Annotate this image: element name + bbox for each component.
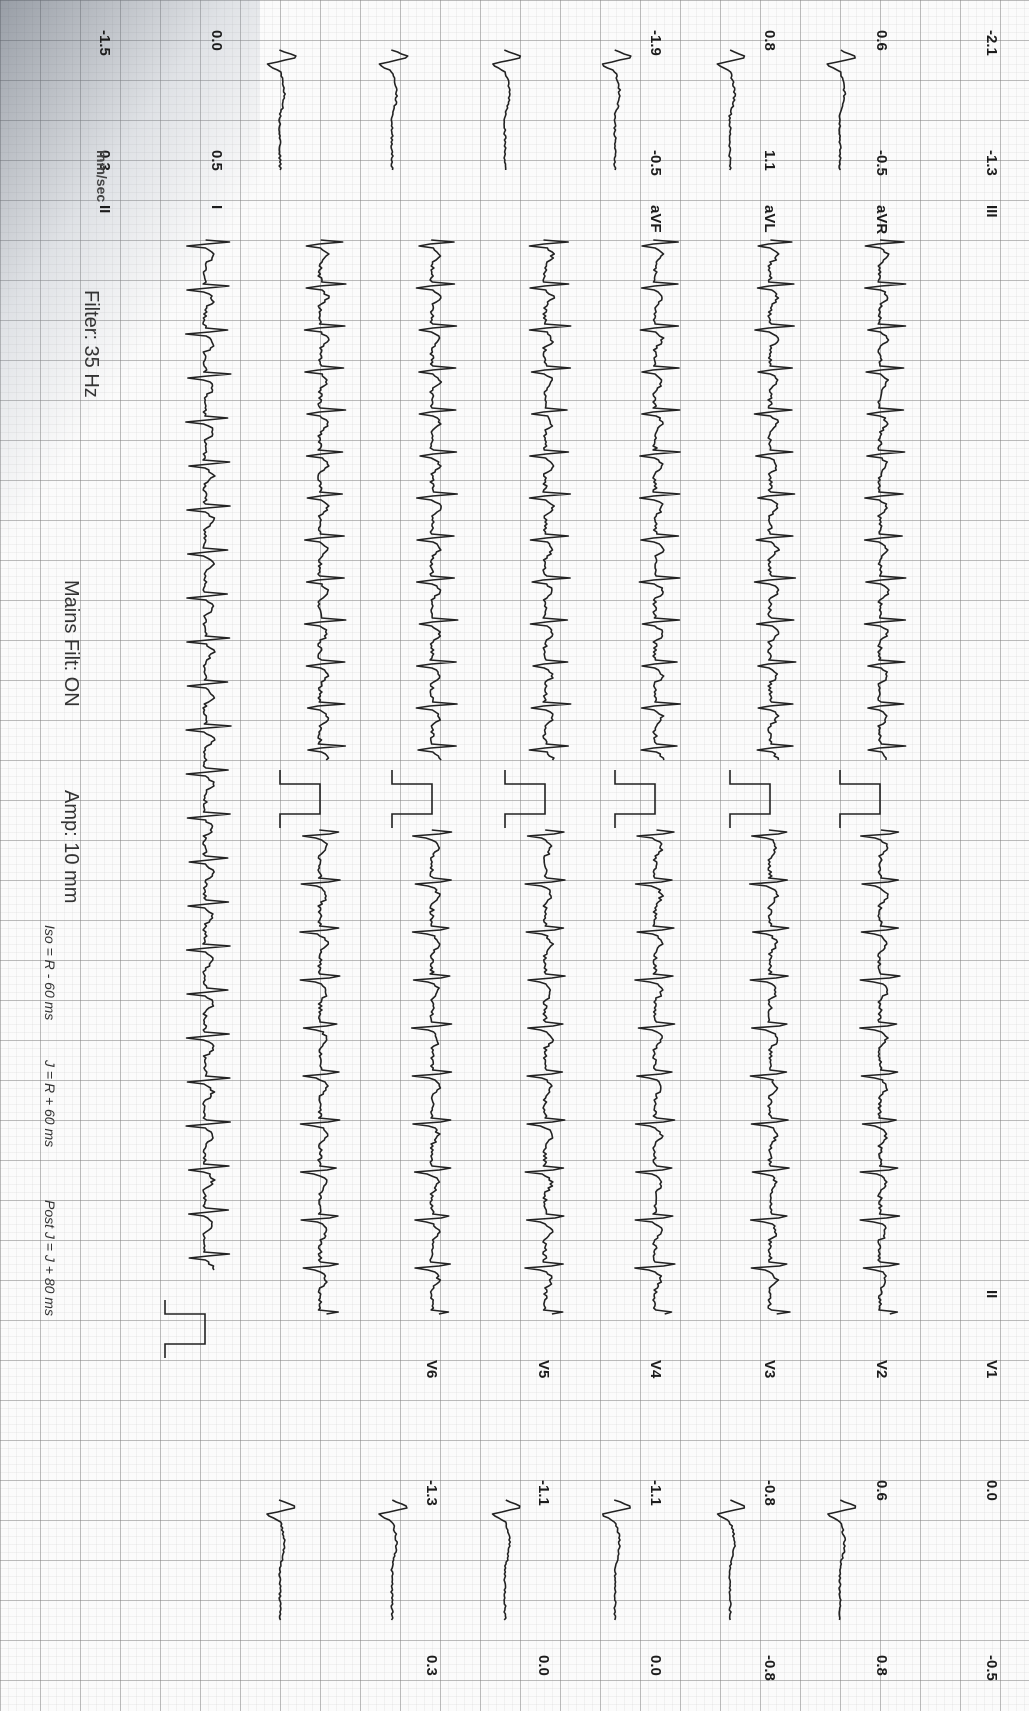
median-III [601,49,632,171]
calibration-II [729,770,771,828]
trace-II [753,239,797,761]
median-II [716,49,746,171]
lead-V4-label: V4 [647,1360,664,1379]
lead-aVL-label: aVL [761,205,778,233]
calibration-aVL [391,770,433,828]
lead-III-val-a: -2.1 [983,30,1000,56]
lead-aVL-val-a: 0.8 [761,30,778,51]
amplitude-text: Amp: 10 mm [60,790,82,904]
post-j-text: Post J = J + 80 ms [42,1200,58,1316]
median-V3 [602,1499,631,1621]
trace-aVL [415,239,459,761]
lead-aVR-val-b: -0.5 [873,150,890,176]
lead-aVF-label: aVF [647,205,664,233]
trace-V3 [634,829,676,1315]
trace-V6 [299,829,341,1315]
median-aVL [378,49,409,171]
lead-V5-val-a: -1.1 [535,1480,552,1506]
lead-III-label: III [983,205,1000,218]
lead-II-val-a: -1.5 [96,30,113,56]
median-aVR [492,49,522,170]
lead-V5-val-b: 0.0 [535,1655,552,1676]
calibration-rhythm [164,1300,206,1358]
lead-V4-val-b: 0.0 [647,1655,664,1676]
lead-V5-label: V5 [535,1360,552,1379]
lead-V6-label: V6 [423,1360,440,1379]
median-V4 [491,1499,521,1621]
lead-V2-val-b: 0.8 [873,1655,890,1676]
lead-I-val-b: 0.5 [208,150,225,171]
lead-V1-val-a: 0.0 [983,1480,1000,1501]
j-point-text: J = R + 60 ms [42,1060,58,1148]
trace-III [638,239,682,761]
lead-V1-label: V1 [983,1360,1000,1379]
lead-V2-label: V2 [873,1360,890,1379]
calibration-III [614,770,656,828]
lead-III-val-b: -1.3 [983,150,1000,176]
rhythm-lead-label: II [983,1290,1000,1299]
median-V2 [716,1499,746,1621]
median-V1 [827,1499,857,1621]
lead-V3-label: V3 [761,1360,778,1379]
lead-V6-val-b: 0.3 [423,1655,440,1676]
speed-text-partial: mm/sec [94,150,110,203]
lead-aVL-val-b: 1.1 [761,150,778,171]
lead-aVF-val-a: -1.9 [647,30,664,56]
calibration-aVF [279,770,321,828]
median-V5 [378,1499,408,1621]
lead-aVR-val-a: 0.6 [873,30,890,51]
trace-V4 [524,829,566,1315]
lead-I-val-a: 0.0 [208,30,225,51]
filter-text: Filter: 35 Hz [80,290,102,398]
trace-V1 [859,829,901,1315]
calibration-aVR [504,770,546,828]
lead-V1-val-b: -0.5 [983,1655,1000,1681]
lead-II-label: II [96,205,113,214]
lead-V3-val-a: -0.8 [761,1480,778,1506]
trace-aVF [303,239,347,761]
median-I [826,49,856,171]
median-aVF [266,49,297,171]
lead-I-label: I [208,205,225,210]
lead-aVR-label: aVR [873,205,890,235]
lead-V4-val-a: -1.1 [647,1480,664,1506]
lead-V3-val-b: -0.8 [761,1655,778,1681]
lead-V6-val-a: -1.3 [423,1480,440,1506]
rhythm-trace-II [185,239,232,1271]
trace-I [863,239,907,761]
trace-aVR [528,239,572,761]
trace-V2 [748,829,791,1315]
iso-text: Iso = R - 60 ms [42,925,58,1021]
calibration-I [839,770,881,828]
trace-V5 [410,829,453,1315]
lead-aVF-val-b: -0.5 [647,150,664,176]
lead-V2-val-a: 0.6 [873,1480,890,1501]
median-V6 [266,1499,296,1621]
mains-filter-text: Mains Filt: ON [60,580,82,707]
